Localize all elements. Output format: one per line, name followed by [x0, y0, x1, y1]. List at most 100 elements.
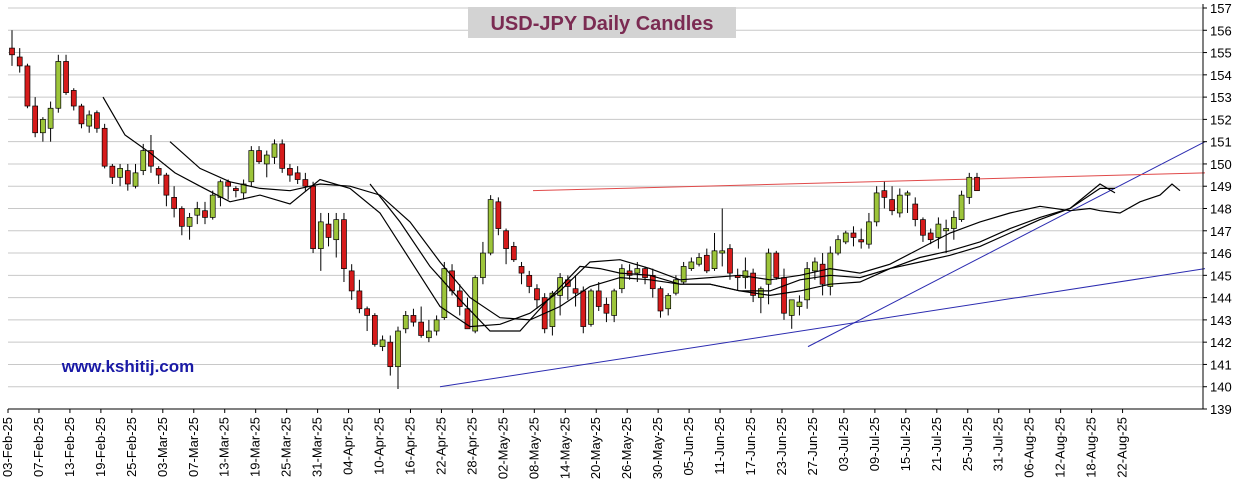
candle	[86, 110, 93, 133]
candle	[711, 233, 718, 271]
trend-lines	[439, 141, 1206, 388]
candle	[966, 172, 973, 205]
candle	[487, 195, 494, 256]
candle	[426, 319, 432, 343]
candle	[387, 335, 394, 376]
x-tick-label: 31-Jul-25	[991, 417, 1006, 471]
candle	[140, 143, 147, 176]
candle	[178, 206, 185, 236]
moving-averages	[102, 96, 1181, 332]
candle-body	[889, 199, 895, 212]
candle	[78, 103, 85, 129]
candle	[186, 212, 193, 240]
x-tick-label: 12-Aug-25	[1053, 417, 1068, 478]
candle-body	[611, 290, 618, 316]
y-tick-label: 143	[1210, 313, 1232, 328]
candle	[287, 163, 293, 182]
candle	[927, 228, 934, 245]
candle-body	[750, 272, 756, 296]
candle	[480, 241, 486, 285]
candle-body	[387, 341, 394, 368]
candle	[341, 212, 347, 283]
candle	[881, 181, 888, 209]
candle-body	[927, 232, 934, 241]
candle	[310, 181, 316, 254]
candle	[958, 190, 965, 222]
candle-body	[9, 47, 15, 56]
candle	[974, 172, 980, 192]
candle-body	[202, 210, 208, 218]
candle-body	[263, 154, 270, 165]
candle	[796, 295, 803, 316]
candle-body	[256, 150, 262, 163]
y-tick-label: 145	[1210, 268, 1232, 283]
candle	[371, 313, 378, 347]
candle-body	[155, 168, 162, 176]
x-tick-label: 08-May-25	[526, 417, 541, 479]
candle-body	[588, 290, 594, 325]
x-tick-label: 11-Jun-25	[712, 417, 727, 475]
candle	[256, 146, 262, 164]
candle	[294, 166, 301, 184]
candle	[896, 188, 903, 218]
candles	[9, 30, 980, 389]
y-tick-label: 150	[1210, 157, 1232, 172]
candle-body	[526, 274, 533, 287]
candle-body	[194, 208, 201, 216]
candle	[619, 264, 625, 294]
x-tick-label: 31-Mar-25	[310, 417, 325, 477]
candle-body	[279, 143, 286, 169]
candle	[588, 288, 594, 327]
candle	[410, 308, 417, 327]
x-tick-label: 14-May-25	[557, 417, 572, 479]
candle	[171, 186, 177, 218]
candle-body	[364, 308, 370, 316]
candle-body	[472, 277, 479, 332]
candle-body	[426, 330, 432, 339]
x-tick-label: 19-Mar-25	[248, 417, 263, 477]
x-tick-label: 22-Aug-25	[1115, 417, 1130, 478]
x-tick-label: 02-May-25	[495, 417, 510, 479]
candle	[812, 257, 818, 280]
trend-line	[439, 268, 1206, 388]
candle-body	[495, 201, 502, 229]
candle-body	[665, 295, 672, 310]
candle	[688, 257, 695, 271]
candle	[16, 48, 23, 73]
x-tick-label: 20-May-25	[588, 417, 603, 479]
candle	[24, 63, 31, 109]
candle-body	[140, 150, 147, 171]
candle-body	[333, 219, 340, 241]
candle	[595, 282, 602, 311]
candle	[333, 212, 340, 258]
candle-body	[842, 232, 849, 243]
y-tick-label: 153	[1210, 90, 1232, 105]
candle	[950, 210, 957, 240]
x-tick-label: 25-Mar-25	[279, 417, 294, 477]
candle-body	[765, 252, 772, 285]
candle-body	[703, 254, 710, 272]
candle-body	[958, 194, 965, 220]
candle	[132, 163, 139, 189]
x-tick-label: 05-Jun-25	[681, 417, 696, 476]
candle-body	[163, 174, 170, 196]
candle	[603, 297, 610, 323]
x-tick-label: 09-Jul-25	[867, 417, 882, 471]
candle-body	[866, 221, 872, 245]
candle	[804, 261, 811, 309]
candle-body	[441, 268, 448, 319]
candle-body	[781, 277, 787, 314]
candle	[395, 326, 401, 389]
candle-body	[688, 261, 695, 270]
candle-body	[773, 252, 780, 278]
candle	[719, 208, 726, 267]
candle-body	[595, 290, 602, 307]
candle	[9, 30, 15, 66]
candle-body	[310, 185, 316, 249]
candle-body	[503, 230, 509, 249]
candle	[727, 244, 733, 280]
candle	[63, 54, 69, 95]
candle-body	[433, 319, 440, 332]
candle-body	[873, 192, 880, 223]
candle-body	[680, 266, 687, 283]
